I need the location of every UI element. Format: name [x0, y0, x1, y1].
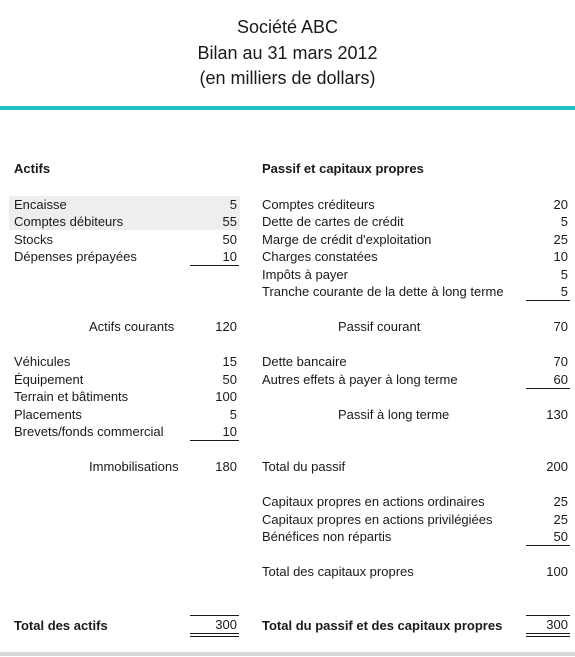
liability-row-label: Marge de crédit d'exploitation — [262, 232, 432, 247]
current-assets-value: 120 — [215, 319, 237, 334]
long-term-liabilities-value: 130 — [546, 407, 568, 422]
equity-row-value: 50 — [553, 529, 568, 544]
asset-row-label: Stocks — [14, 232, 54, 247]
total-assets-label: Total des actifs — [14, 618, 108, 633]
subtotal-underline — [190, 440, 239, 441]
header-divider — [0, 106, 575, 110]
liability-row-label: Autres effets à payer à long terme — [262, 372, 458, 387]
current-liabilities-value: 70 — [553, 319, 568, 334]
long-term-liabilities-label: Passif à long terme — [338, 407, 450, 422]
liability-row-label: Comptes créditeurs — [262, 197, 375, 212]
current-assets-label: Actifs courants — [89, 319, 175, 334]
asset-row-value: 55 — [222, 214, 237, 229]
liability-row-value: 70 — [553, 354, 568, 369]
equity-row-label: Capitaux propres en actions ordinaires — [262, 494, 485, 509]
report-units: (en milliers de dollars) — [199, 68, 376, 88]
asset-row-value: 5 — [229, 197, 237, 212]
subtotal-underline — [190, 265, 239, 266]
total-double-underline — [526, 636, 570, 637]
total-overline — [190, 615, 239, 616]
asset-row-value: 10 — [222, 424, 237, 439]
total-underline — [190, 633, 239, 634]
liability-row-label: Tranche courante de la dette à long term… — [262, 284, 504, 299]
liabilities-heading: Passif et capitaux propres — [262, 161, 424, 176]
total-assets-value: 300 — [215, 617, 237, 632]
asset-row-label: Encaisse — [14, 197, 67, 212]
asset-row-label: Équipement — [14, 372, 84, 387]
asset-row-label: Véhicules — [14, 354, 71, 369]
assets-heading: Actifs — [14, 161, 51, 176]
asset-row-label: Placements — [14, 407, 82, 422]
liability-row-value: 10 — [553, 249, 568, 264]
liability-row-value: 5 — [560, 284, 568, 299]
liability-row-label: Impôts à payer — [262, 267, 348, 282]
liability-row-label: Charges constatées — [262, 249, 378, 264]
asset-row-value: 15 — [222, 354, 237, 369]
total-equity-value: 100 — [546, 564, 568, 579]
subtotal-underline — [526, 300, 570, 301]
total-double-underline — [190, 636, 239, 637]
liability-row-label: Dette bancaire — [262, 354, 347, 369]
subtotal-underline — [526, 388, 570, 389]
row-highlight — [9, 196, 240, 213]
row-highlight — [9, 213, 240, 230]
subtotal-underline — [526, 545, 570, 546]
asset-row-label: Dépenses prépayées — [14, 249, 137, 264]
asset-row-label: Terrain et bâtiments — [14, 389, 129, 404]
total-equity-label: Total des capitaux propres — [262, 564, 414, 579]
total-overline — [526, 615, 570, 616]
liability-row-value: 5 — [560, 267, 568, 282]
fixed-assets-label: Immobilisations — [89, 459, 179, 474]
total-liabilities-label: Total du passif — [262, 459, 346, 474]
liability-row-value: 25 — [553, 232, 568, 247]
report-company-name: Société ABC — [236, 17, 339, 37]
liability-row-value: 5 — [560, 214, 568, 229]
equity-row-value: 25 — [553, 512, 568, 527]
total-underline — [526, 633, 570, 634]
asset-row-value: 5 — [229, 407, 237, 422]
asset-row-value: 100 — [215, 389, 237, 404]
liability-row-label: Dette de cartes de crédit — [262, 214, 404, 229]
asset-row-label: Brevets/fonds commercial — [14, 424, 164, 439]
liability-row-value: 60 — [553, 372, 568, 387]
footer-divider — [0, 652, 575, 656]
liability-row-value: 20 — [553, 197, 568, 212]
fixed-assets-value: 180 — [215, 459, 237, 474]
equity-row-value: 25 — [553, 494, 568, 509]
total-liabilities-equity-value: 300 — [546, 617, 568, 632]
equity-row-label: Capitaux propres en actions privilégiées — [262, 512, 493, 527]
asset-row-value: 10 — [222, 249, 237, 264]
total-liabilities-equity-label: Total du passif et des capitaux propres — [262, 618, 503, 633]
current-liabilities-label: Passif courant — [338, 319, 421, 334]
report-title: Bilan au 31 mars 2012 — [197, 43, 378, 63]
asset-row-value: 50 — [222, 372, 237, 387]
asset-row-value: 50 — [222, 232, 237, 247]
equity-row-label: Bénéfices non répartis — [262, 529, 392, 544]
asset-row-label: Comptes débiteurs — [14, 214, 124, 229]
total-liabilities-value: 200 — [546, 459, 568, 474]
